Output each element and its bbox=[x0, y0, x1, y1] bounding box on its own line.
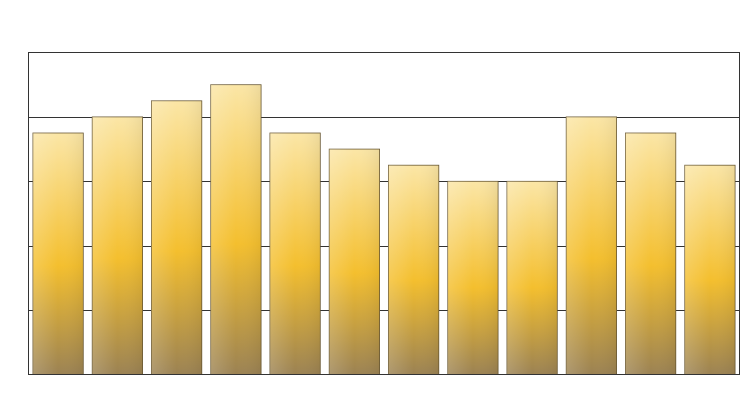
bar bbox=[91, 116, 143, 375]
bar-sheen bbox=[625, 133, 676, 375]
bar-sheen bbox=[447, 181, 499, 375]
bar-sheen bbox=[566, 116, 617, 375]
bar-sheen bbox=[269, 133, 321, 375]
plot-frame bbox=[28, 52, 740, 375]
bar bbox=[565, 116, 618, 375]
bar bbox=[210, 84, 262, 375]
bar-sheen bbox=[92, 116, 143, 375]
bar bbox=[269, 132, 321, 375]
bar-sheen bbox=[506, 181, 558, 375]
bar bbox=[150, 100, 203, 375]
bar bbox=[684, 164, 736, 375]
bar bbox=[625, 132, 677, 375]
bar-sheen bbox=[32, 133, 84, 375]
bar-sheen bbox=[388, 165, 439, 375]
bar-sheen bbox=[151, 100, 202, 375]
bar-sheen bbox=[329, 149, 380, 375]
bar bbox=[387, 164, 440, 375]
bars bbox=[32, 84, 736, 375]
bar bbox=[328, 148, 381, 375]
gridlines bbox=[28, 117, 740, 311]
bar-sheen bbox=[210, 84, 262, 375]
bar bbox=[32, 132, 84, 375]
bar bbox=[447, 180, 499, 375]
bar-sheen bbox=[684, 165, 736, 375]
bar bbox=[506, 180, 558, 375]
